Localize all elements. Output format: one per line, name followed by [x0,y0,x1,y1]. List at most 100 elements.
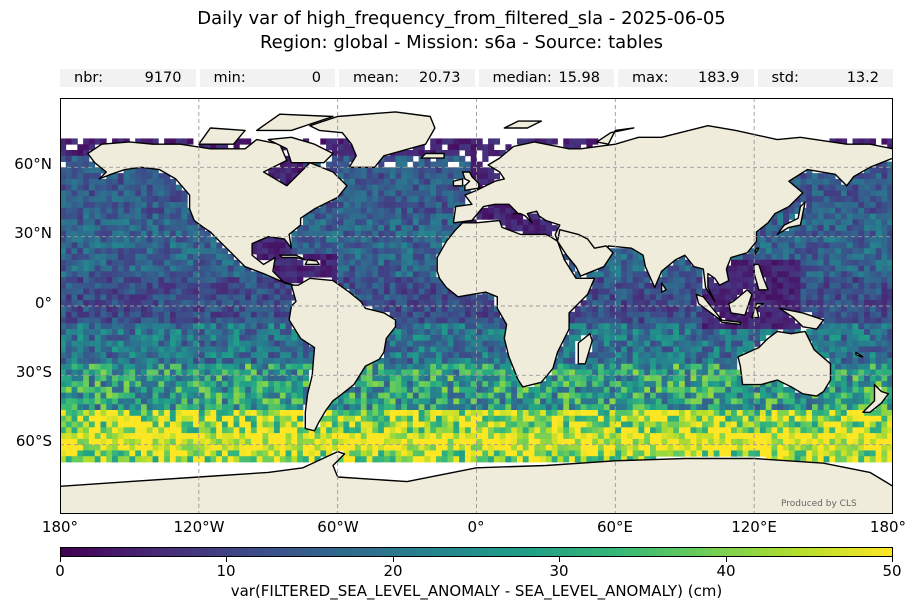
ocean-cell [297,415,304,422]
ocean-cell [690,340,697,347]
ocean-cell [626,340,634,347]
ocean-cell [771,398,778,405]
ocean-cell [569,369,576,376]
ocean-cell [592,398,599,405]
ocean-cell [395,346,402,353]
ocean-cell [771,248,778,255]
ocean-cell [736,329,743,336]
ocean-cell [597,265,605,272]
ocean-cell [71,392,78,399]
ocean-cell [748,415,755,422]
ocean-cell [609,346,616,353]
ocean-cell [349,271,356,278]
ocean-cell [673,294,680,301]
ocean-cell [401,306,408,313]
ocean-cell [673,369,680,376]
ocean-cell [840,317,848,324]
ocean-cell [713,329,720,336]
ocean-cell [274,271,281,278]
ocean-cell [378,410,385,417]
ocean-cell [175,334,182,342]
ocean-cell [117,190,125,197]
ocean-cell [615,329,622,336]
ocean-cell [823,294,830,301]
ocean-cell [812,225,819,232]
ocean-cell [754,242,761,249]
ocean-cell [499,404,506,411]
ocean-cell [233,404,240,411]
ocean-cell [569,358,576,365]
ocean-cell [476,213,483,220]
ocean-cell [100,340,107,347]
ocean-cell [476,323,483,330]
ocean-cell [193,300,200,307]
ocean-cell [447,311,454,318]
ocean-cell [360,219,367,226]
ocean-cell [94,236,101,243]
ocean-cell [557,369,564,376]
ocean-cell [597,323,605,330]
ocean-cell [783,277,790,284]
ocean-cell [297,375,304,382]
ocean-cell [378,363,385,370]
ocean-cell [302,213,310,220]
ocean-cell [731,329,738,336]
ocean-cell [291,398,298,405]
ocean-cell [673,265,680,272]
ocean-cell [436,415,443,422]
ocean-cell [540,404,547,411]
ocean-cell [158,282,165,290]
ocean-cell [401,294,408,301]
ocean-cell [794,410,801,417]
ocean-cell [366,294,373,301]
ocean-cell [736,386,743,394]
ocean-cell [250,392,258,399]
ocean-cell [725,369,732,376]
ocean-cell [748,427,755,434]
ocean-cell [302,352,310,359]
ocean-cell [441,173,448,180]
ocean-cell [597,415,605,422]
ocean-cell [331,254,339,261]
ocean-cell [123,236,130,243]
ocean-cell [146,421,153,428]
ocean-cell [412,288,420,295]
ocean-cell [314,213,321,220]
ocean-cell [650,375,657,382]
ocean-cell [621,288,628,295]
ocean-cell [650,334,657,342]
ocean-cell [453,358,460,365]
ocean-cell [366,259,373,266]
ocean-cell [436,202,443,209]
ocean-cell [123,300,130,307]
ocean-cell [436,144,443,151]
ocean-cell [210,363,217,370]
ocean-cell [835,259,842,266]
ocean-cell [204,392,211,399]
ocean-cell [210,300,217,307]
ocean-cell [221,398,229,405]
ocean-cell [117,138,125,145]
ocean-cell [395,150,402,157]
ocean-cell [829,427,836,434]
ocean-cell [592,421,599,428]
ocean-cell [268,317,275,324]
ocean-cell [418,144,425,151]
ocean-cell [279,311,286,318]
ocean-cell [771,213,778,220]
ocean-cell [378,190,385,197]
ocean-cell [817,306,824,313]
ocean-cell [574,363,582,370]
ocean-cell [707,294,715,301]
ocean-cell [366,410,373,417]
ocean-cell [279,410,286,417]
ocean-cell [690,381,697,388]
ocean-cell [395,386,402,394]
ocean-cell [169,386,177,394]
ocean-cell [146,323,153,330]
ocean-cell [829,277,836,284]
ocean-cell [106,369,113,376]
ocean-cell [644,346,651,353]
ocean-cell [690,334,697,342]
ocean-cell [349,277,356,284]
